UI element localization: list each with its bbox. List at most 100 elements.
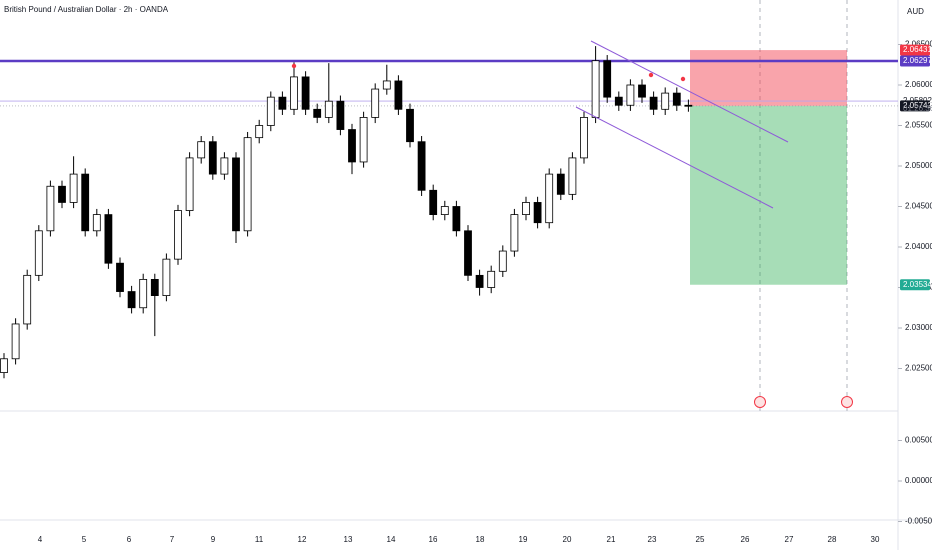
x-tick-label: 7 [170,535,175,544]
x-tick-label: 19 [519,535,528,544]
signal-dot [648,72,654,78]
stop-zone [690,50,847,106]
candle-body [649,96,658,110]
candle-body [255,125,264,139]
x-tick-label: 18 [476,535,485,544]
candle-body [0,358,8,373]
x-tick-label: 12 [298,535,307,544]
candle-body [104,214,113,264]
candle-body [440,206,449,215]
x-tick-label: 27 [785,535,794,544]
candle-body [661,92,670,110]
price-tag [900,44,930,56]
candle-body [197,141,206,159]
candle-body [429,189,438,216]
x-tick-label: 14 [387,535,396,544]
candle-body [220,157,229,175]
candle-body [591,60,600,118]
channel-lower [575,106,774,209]
candle-body [174,210,182,260]
candle-body [603,60,612,98]
price-tag [900,55,930,67]
candle-body [638,84,646,98]
candle-body [34,230,43,276]
candle-body [684,104,693,107]
price-tag [900,100,930,112]
price-tag-label: 2.06431 [903,45,932,54]
candle-body [487,270,496,288]
candle-body [116,262,124,292]
candle-body [464,230,472,276]
price-tag-label: 2.05742 [903,101,932,110]
x-tick-label: 9 [211,535,216,544]
y2-tick-label: 0.00500 [905,436,932,445]
candle-body [672,92,681,106]
x-tick-label: 6 [127,535,132,544]
x-tick-label: 21 [607,535,616,544]
candle-body [313,108,322,118]
candle-body [290,76,298,110]
candle-body [324,100,333,118]
candle-body [139,278,148,309]
candle-body [266,96,275,126]
candle-body [533,202,542,224]
y-tick-label: 2.03000 [905,323,932,332]
signal-dot [291,63,297,69]
x-tick-label: 23 [648,535,657,544]
event-icon[interactable] [841,396,853,408]
price-tag [900,279,930,291]
candle-body [81,173,90,232]
candle-body [382,80,391,90]
candle-body [23,274,32,325]
candle-body [614,96,623,106]
channel-upper [590,40,789,143]
x-tick-label: 4 [38,535,43,544]
x-tick-label: 11 [255,535,264,544]
candle-body [162,258,171,296]
candle-body [69,173,78,203]
target-zone [690,105,847,285]
y-tick-label: 2.06500 [905,40,932,49]
x-tick-label: 20 [563,535,572,544]
x-tick-label: 13 [344,535,353,544]
candle-body [417,141,426,191]
candle-body [359,117,368,163]
candle-body [568,157,577,195]
candle-body [11,323,20,360]
candle-body [371,88,380,118]
candle-body [545,173,554,224]
candle-body [336,100,345,130]
y-tick-label: 2.05000 [905,161,932,170]
candle-body [626,84,635,106]
x-tick-label: 26 [741,535,750,544]
countdown: 01:26:36 [903,104,932,113]
candle-body [522,202,530,215]
x-tick-label: 5 [82,535,87,544]
candle-body [243,137,252,232]
candle-body [232,157,240,232]
candle-body [510,214,519,252]
signal-dot [680,76,686,82]
candle-body [580,117,588,159]
candle-body [394,80,403,110]
candle-body [185,157,194,211]
x-tick-label: 25 [696,535,705,544]
candle-body [475,274,484,288]
y2-tick-label: -0.00500 [905,517,932,526]
candle-body [58,185,66,203]
price-tag-label: 2.06297 [903,56,932,65]
candle-body [208,141,217,175]
candle-body [46,185,55,232]
candle-body [278,96,287,110]
y-tick-label: 2.04000 [905,242,932,251]
candle-body [92,214,101,232]
candle-body [556,173,565,195]
event-icon[interactable] [754,396,766,408]
y-tick-label: 2.04500 [905,202,932,211]
x-tick-label: 30 [871,535,880,544]
y2-tick-label: 0.00000 [905,476,932,485]
x-tick-label: 16 [429,535,438,544]
candle-body [150,278,159,296]
chart-title: British Pound / Australian Dollar · 2h ·… [4,5,169,14]
